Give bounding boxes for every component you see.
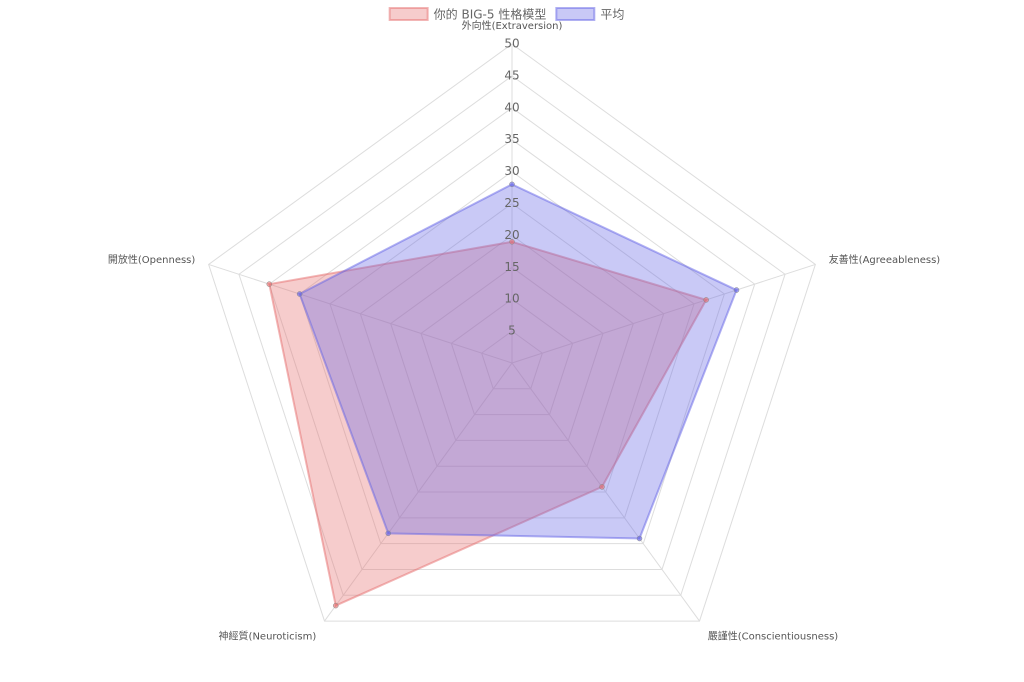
grid-ring	[238, 75, 786, 596]
grid-ring	[450, 298, 574, 416]
grid-ring	[329, 170, 695, 519]
data-point	[636, 535, 643, 542]
legend-swatch	[388, 7, 429, 21]
axis-label: 神經質(Neuroticism)	[219, 629, 317, 642]
areas-layer	[266, 181, 740, 609]
r-tick-label: 30	[504, 164, 519, 178]
data-point	[332, 602, 339, 609]
data-point	[385, 530, 391, 537]
grid-ring	[268, 107, 756, 570]
spoke	[324, 362, 513, 622]
r-tick-label: 35	[504, 132, 519, 146]
axis-label: 開放性(Openness)	[108, 253, 196, 266]
axis-label: 友善性(Agreeableness)	[829, 253, 941, 266]
series-area	[298, 183, 738, 540]
spoke	[208, 263, 513, 364]
legend-swatch	[555, 7, 596, 21]
series-area	[268, 240, 708, 608]
data-point	[509, 239, 515, 245]
spoke	[511, 362, 700, 622]
data-point	[703, 297, 709, 303]
legend-label: 你的 BIG-5 性格模型	[434, 7, 547, 22]
grid-ring	[420, 266, 604, 441]
r-tick-label: 45	[504, 68, 519, 82]
data-point	[509, 181, 515, 188]
spoke	[511, 263, 816, 364]
r-tick-label: 40	[504, 100, 519, 114]
axis-label: 外向性(Extraversion)	[462, 19, 563, 32]
data-point	[733, 287, 740, 293]
r-tick-label: 20	[504, 228, 519, 242]
r-tick-label: 5	[508, 324, 516, 338]
grid-ring	[359, 202, 665, 493]
r-tick-label: 25	[504, 196, 519, 210]
legend: 你的 BIG-5 性格模型 平均	[388, 7, 624, 22]
grid-ring	[390, 234, 634, 467]
axis-label: 嚴謹性(Conscientiousness)	[708, 629, 839, 642]
data-point	[266, 281, 273, 287]
legend-item[interactable]: 平均	[555, 7, 624, 22]
grid-ring	[481, 330, 543, 390]
data-point	[296, 291, 303, 297]
r-tick-label: 10	[504, 292, 519, 306]
data-point	[599, 484, 605, 490]
legend-label: 平均	[600, 8, 624, 22]
grid-layer	[208, 43, 816, 622]
labels-layer: 5 10 15 20 25 30 35 40 45 50 外向性(Extraversion) 友善性(…	[108, 19, 940, 642]
r-tick-label: 15	[504, 260, 519, 274]
r-tick-label: 50	[504, 37, 519, 51]
legend-item[interactable]: 你的 BIG-5 性格模型	[388, 7, 547, 22]
grid-ring	[208, 43, 816, 622]
